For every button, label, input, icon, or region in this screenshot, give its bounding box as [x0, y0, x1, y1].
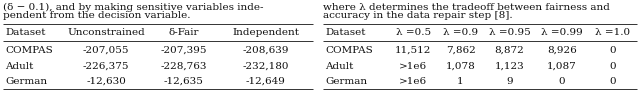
Text: λ =1.0: λ =1.0	[595, 28, 630, 37]
Text: >1e6: >1e6	[399, 62, 428, 71]
Text: 1,123: 1,123	[495, 62, 524, 71]
Text: -228,763: -228,763	[161, 62, 207, 71]
Text: COMPAS: COMPAS	[5, 46, 52, 55]
Text: Adult: Adult	[325, 62, 353, 71]
Text: pendent from the decision variable.: pendent from the decision variable.	[3, 12, 191, 21]
Text: -12,649: -12,649	[246, 77, 285, 86]
Text: -12,630: -12,630	[86, 77, 126, 86]
Text: Unconstrained: Unconstrained	[67, 28, 145, 37]
Text: 0: 0	[609, 62, 616, 71]
Text: δ-Fair: δ-Fair	[168, 28, 199, 37]
Text: 1: 1	[457, 77, 464, 86]
Text: 9: 9	[506, 77, 513, 86]
Text: 8,926: 8,926	[547, 46, 577, 55]
Text: λ =0.95: λ =0.95	[489, 28, 531, 37]
Text: (δ − 0.1), and by making sensitive variables inde-: (δ − 0.1), and by making sensitive varia…	[3, 2, 264, 12]
Text: COMPAS: COMPAS	[325, 46, 372, 55]
Text: -232,180: -232,180	[243, 62, 289, 71]
Text: λ =0.9: λ =0.9	[443, 28, 478, 37]
Text: 11,512: 11,512	[395, 46, 431, 55]
Text: 7,862: 7,862	[445, 46, 476, 55]
Text: 1,087: 1,087	[547, 62, 577, 71]
Text: -208,639: -208,639	[243, 46, 289, 55]
Text: accuracy in the data repair step [8].: accuracy in the data repair step [8].	[323, 12, 513, 21]
Text: Adult: Adult	[5, 62, 33, 71]
Text: 0: 0	[609, 46, 616, 55]
Text: Independent: Independent	[232, 28, 300, 37]
Text: 0: 0	[559, 77, 565, 86]
Text: Dataset: Dataset	[325, 28, 365, 37]
Text: λ =0.5: λ =0.5	[396, 28, 431, 37]
Text: >1e6: >1e6	[399, 77, 428, 86]
Text: -226,375: -226,375	[83, 62, 129, 71]
Text: where λ determines the tradeoff between fairness and: where λ determines the tradeoff between …	[323, 2, 610, 12]
Text: German: German	[325, 77, 367, 86]
Text: German: German	[5, 77, 47, 86]
Text: Dataset: Dataset	[5, 28, 45, 37]
Text: 1,078: 1,078	[445, 62, 476, 71]
Text: 0: 0	[609, 77, 616, 86]
Text: λ =0.99: λ =0.99	[541, 28, 583, 37]
Text: -207,395: -207,395	[161, 46, 207, 55]
Text: -12,635: -12,635	[164, 77, 204, 86]
Text: 8,872: 8,872	[495, 46, 524, 55]
Text: -207,055: -207,055	[83, 46, 129, 55]
